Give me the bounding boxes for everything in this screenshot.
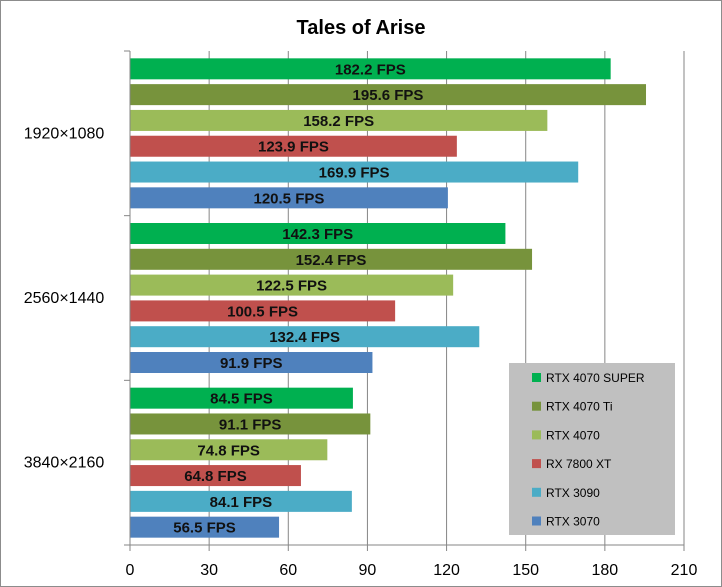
legend-swatch bbox=[532, 430, 541, 440]
bar bbox=[130, 387, 353, 409]
bars bbox=[130, 58, 647, 538]
bar-data-label: 56.5 FPS bbox=[173, 520, 236, 537]
legend-swatch bbox=[532, 516, 541, 526]
category-label: 1920×1080 bbox=[24, 125, 105, 142]
bar bbox=[130, 109, 548, 131]
bar bbox=[130, 187, 448, 209]
bar-data-label: 64.8 FPS bbox=[184, 468, 247, 485]
bar-data-label: 74.8 FPS bbox=[197, 442, 260, 459]
bar-data-label: 84.1 FPS bbox=[210, 494, 273, 511]
bar bbox=[130, 439, 328, 461]
bar-data-label: 169.9 FPS bbox=[319, 165, 390, 182]
legend-label: RX 7800 XT bbox=[546, 457, 612, 471]
bar bbox=[130, 161, 579, 183]
bar-data-label: 182.2 FPS bbox=[335, 61, 406, 78]
x-tick-label: 0 bbox=[126, 562, 135, 579]
x-tick-label: 150 bbox=[512, 562, 539, 579]
x-tick-label: 180 bbox=[592, 562, 619, 579]
gridlines bbox=[208, 51, 685, 545]
bar-data-label: 120.5 FPS bbox=[253, 190, 324, 207]
legend-label: RTX 4070 Ti bbox=[546, 400, 612, 414]
x-tick-label: 90 bbox=[359, 562, 377, 579]
bar-data-label: 100.5 FPS bbox=[227, 303, 298, 320]
bar-data-label: 158.2 FPS bbox=[303, 113, 374, 130]
legend-label: RTX 4070 bbox=[546, 428, 600, 442]
bar bbox=[130, 274, 454, 296]
x-tick-label: 210 bbox=[671, 562, 698, 579]
bar-data-label: 123.9 FPS bbox=[258, 139, 329, 156]
bar bbox=[130, 300, 396, 322]
legend-label: RTX 3070 bbox=[546, 515, 600, 529]
bar-data-label: 132.4 FPS bbox=[269, 329, 340, 346]
chart-title: Tales of Arise bbox=[297, 17, 426, 39]
bar bbox=[130, 352, 373, 373]
category-label: 3840×2160 bbox=[24, 455, 105, 472]
bar-data-label: 195.6 FPS bbox=[353, 87, 424, 104]
bar-data-label: 84.5 FPS bbox=[210, 391, 273, 408]
bar bbox=[130, 465, 301, 487]
bar-data-label: 91.1 FPS bbox=[219, 416, 282, 433]
category-label: 2560×1440 bbox=[24, 290, 105, 307]
bar bbox=[130, 84, 647, 106]
bar bbox=[130, 490, 352, 512]
bar bbox=[130, 326, 480, 348]
legend-label: RTX 4070 SUPER bbox=[546, 371, 645, 385]
legend-box bbox=[509, 363, 675, 535]
bar bbox=[130, 223, 506, 244]
legend-swatch bbox=[532, 401, 541, 411]
legend-swatch bbox=[532, 459, 541, 469]
bar bbox=[130, 516, 280, 538]
x-tick-label: 120 bbox=[433, 562, 460, 579]
bar-data-label: 122.5 FPS bbox=[256, 278, 327, 295]
bar-data-label: 91.9 FPS bbox=[220, 355, 283, 372]
bar bbox=[130, 135, 457, 157]
data-labels: 182.2 FPS 195.6 FPS 158.2 FPS 123.9 FPS 169.… bbox=[173, 61, 423, 536]
bar bbox=[130, 248, 533, 270]
x-tick-label: 30 bbox=[200, 562, 218, 579]
legend: RTX 4070 SUPER RTX 4070 Ti RTX 4070 RX 7800… bbox=[509, 363, 675, 535]
x-tick-label: 60 bbox=[279, 562, 297, 579]
legend-swatch bbox=[532, 487, 541, 497]
bar bbox=[130, 413, 371, 435]
bar-data-label: 142.3 FPS bbox=[282, 226, 353, 243]
bar bbox=[130, 58, 611, 80]
axes: 0 30 60 90 120 150 180 210 1920×1080 2560×1440 384… bbox=[24, 50, 698, 579]
legend-label: RTX 3090 bbox=[546, 486, 600, 500]
bar-data-label: 152.4 FPS bbox=[296, 252, 367, 269]
legend-swatch bbox=[532, 373, 541, 382]
